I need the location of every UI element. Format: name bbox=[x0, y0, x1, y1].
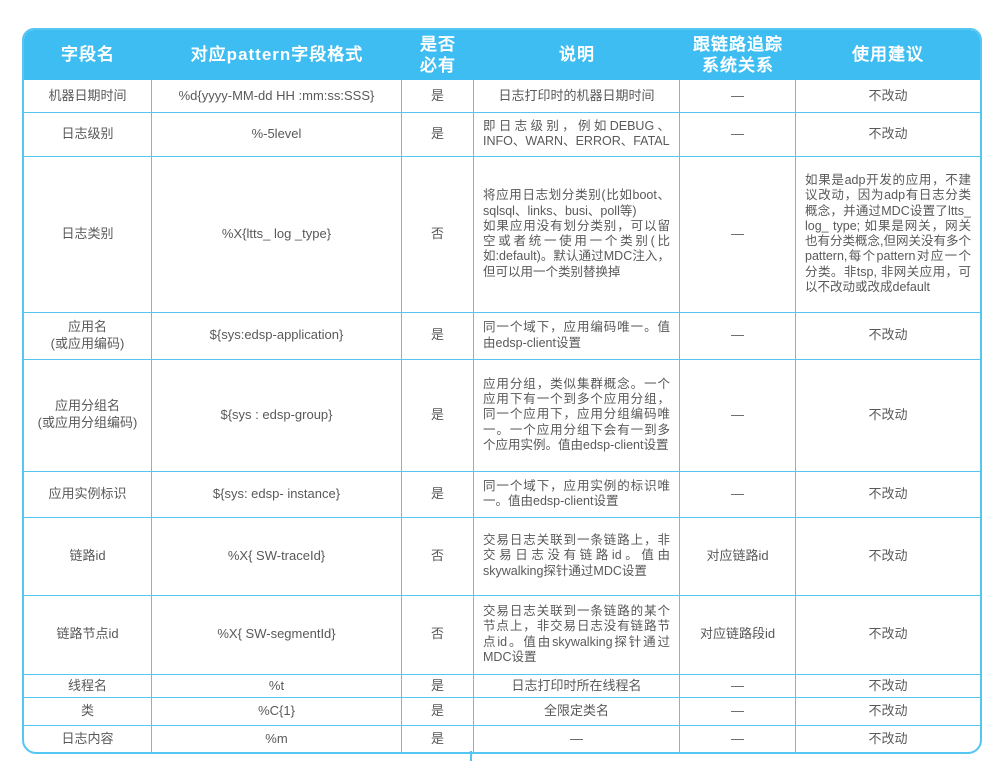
table-cell: 应用分组，类似集群概念。一个应用下有一个到多个应用分组，同一个应用下，应用分组编… bbox=[474, 359, 680, 472]
table-row: 机器日期时间 %d{yyyy-MM-dd HH :mm:ss:SSS} 是日志打印时… bbox=[24, 80, 980, 113]
header-row: 字段名 对应pattern字段格式 是否 必有 说明 跟链路追踪 系统关系 使用建议 bbox=[24, 30, 980, 80]
table-cell: 对应链路id bbox=[680, 517, 796, 596]
table-row: 链路节点id %X{ SW-segmentId} 否交易日志关联到一条链路的某个节点… bbox=[24, 595, 980, 675]
table-cell: 交易日志关联到一条链路的某个节点上，非交易日志没有链路节点id。值由skywal… bbox=[474, 595, 680, 675]
table-row: 链路id %X{ SW-traceId} 否交易日志关联到一条链路上，非交易日志没有… bbox=[24, 517, 980, 596]
table-cell: %X{ SW-segmentId} bbox=[152, 595, 402, 675]
table-cell: — bbox=[680, 156, 796, 313]
table-row: 日志级别 %-5level 是即日志级别，例如DEBUG、INFO、WARN、ERR… bbox=[24, 113, 980, 157]
table-cell: %X{ltts_ log _type} bbox=[152, 156, 402, 313]
table-cell: ${sys: edsp- instance} bbox=[152, 471, 402, 518]
log-pattern-table: 字段名 对应pattern字段格式 是否 必有 说明 跟链路追踪 系统关系 使用建议 机器… bbox=[22, 28, 982, 755]
table-cell: 应用名 (或应用编码) bbox=[24, 312, 152, 360]
table-cell: 否 bbox=[402, 517, 474, 596]
table-cell: %t bbox=[152, 674, 402, 699]
table-cell: 不改动 bbox=[796, 472, 980, 518]
table-cell: 是 bbox=[402, 698, 474, 727]
table-cell: ${sys:edsp-application} bbox=[152, 312, 402, 360]
table-cell: %-5level bbox=[152, 113, 402, 157]
table-row: 日志内容 %m 是 — — 不改动 bbox=[24, 726, 980, 753]
column-header-4: 说明 bbox=[474, 30, 680, 80]
table-cell: 将应用日志划分类别(比如boot、sqlsql、links、busi、poll等… bbox=[474, 156, 680, 313]
table-row: 日志类别 %X{ltts_ log _type} 否将应用日志划分类别(比如boot… bbox=[24, 156, 980, 313]
table-row: 线程名 %t 是日志打印时所在线程名 — 不改动 bbox=[24, 674, 980, 699]
table-cell: 日志内容 bbox=[24, 726, 152, 753]
table-cell: 是 bbox=[402, 726, 474, 753]
table-cell: 不改动 bbox=[796, 596, 980, 675]
table-cell: — bbox=[680, 80, 796, 113]
table-cell: %C{1} bbox=[152, 698, 402, 727]
table-row: 应用分组名 (或应用分组编码) ${sys : edsp-group} 是应用分组，… bbox=[24, 359, 980, 472]
table-cell: — bbox=[680, 113, 796, 157]
table-cell: 日志类别 bbox=[24, 156, 152, 313]
column-header-1: 字段名 bbox=[24, 30, 152, 80]
table-cell: 不改动 bbox=[796, 113, 980, 157]
table-cell: — bbox=[680, 312, 796, 360]
table-cell: 不改动 bbox=[796, 698, 980, 727]
table-cell: 不改动 bbox=[868, 730, 908, 746]
table-cell: 线程名 bbox=[24, 674, 152, 699]
table-cell: %m bbox=[152, 726, 402, 753]
table-cell: %X{ SW-traceId} bbox=[152, 517, 402, 596]
table-cell: 不改动 bbox=[796, 313, 980, 360]
table-cell: 链路节点id bbox=[24, 595, 152, 675]
column-header-5: 跟链路追踪 系统关系 bbox=[680, 30, 796, 80]
table-cell: %d{yyyy-MM-dd HH :mm:ss:SSS} bbox=[152, 80, 402, 113]
table-cell: 即日志级别，例如DEBUG、INFO、WARN、ERROR、FATAL bbox=[474, 113, 680, 157]
table-cell: 是 bbox=[402, 312, 474, 360]
column-header-6: 使用建议 bbox=[796, 30, 980, 80]
table-cell: 是 bbox=[402, 674, 474, 699]
table-cell: 对应链路段id bbox=[680, 595, 796, 675]
table-row: 类 %C{1} 是全限定类名 — 不改动 bbox=[24, 698, 980, 727]
border-stub bbox=[470, 751, 472, 761]
table-cell: 不改动 bbox=[796, 518, 980, 596]
table-cell: — bbox=[680, 674, 796, 699]
table-cell: 是 bbox=[402, 113, 474, 157]
table-cell: ${sys : edsp-group} bbox=[152, 359, 402, 472]
table-cell: 应用分组名 (或应用分组编码) bbox=[24, 359, 152, 472]
table-cell: 机器日期时间 bbox=[24, 80, 152, 113]
table-cell: — bbox=[680, 726, 796, 753]
table-cell: 同一个域下，应用编码唯一。值由edsp-client设置 bbox=[474, 312, 680, 360]
column-header-3: 是否 必有 bbox=[402, 30, 474, 80]
table-cell: 是 bbox=[402, 359, 474, 472]
table-cell: 全限定类名 bbox=[474, 698, 680, 727]
table-cell: 类 bbox=[24, 698, 152, 727]
table-cell: 不改动 bbox=[796, 360, 980, 472]
column-header-2: 对应pattern字段格式 bbox=[152, 30, 402, 80]
table-cell: 不改动 bbox=[796, 80, 980, 113]
table-cell: 日志打印时的机器日期时间 bbox=[474, 80, 680, 113]
table-cell: 应用实例标识 bbox=[24, 471, 152, 518]
table-row: 应用实例标识 ${sys: edsp- instance} 是同一个域下，应用实例的… bbox=[24, 471, 980, 518]
table-cell: 否 bbox=[402, 156, 474, 313]
log-pattern-fields-table: 字段名 对应pattern字段格式 是否 必有 说明 跟链路追踪 系统关系 使用建议 机器… bbox=[24, 30, 980, 753]
table-cell: 是 bbox=[402, 471, 474, 518]
table-cell: 同一个域下，应用实例的标识唯一。值由edsp-client设置 bbox=[474, 471, 680, 518]
table-cell: 日志打印时所在线程名 bbox=[474, 674, 680, 699]
table-cell: 交易日志关联到一条链路上，非交易日志没有链路id。值由skywalking探针通… bbox=[474, 517, 680, 596]
table-cell: 是 bbox=[402, 80, 474, 113]
table-row: 应用名 (或应用编码) ${sys:edsp-application} 是同一个域下… bbox=[24, 312, 980, 360]
table-cell: 否 bbox=[402, 595, 474, 675]
table-header: 字段名 对应pattern字段格式 是否 必有 说明 跟链路追踪 系统关系 使用建议 bbox=[24, 30, 980, 80]
table-cell: — bbox=[680, 471, 796, 518]
table-cell: 链路id bbox=[24, 517, 152, 596]
table-body: 机器日期时间 %d{yyyy-MM-dd HH :mm:ss:SSS} 是日志打印时… bbox=[24, 80, 980, 753]
table-cell: 不改动 bbox=[796, 675, 980, 699]
table-cell: — bbox=[474, 726, 680, 753]
table-cell: 日志级别 bbox=[24, 113, 152, 157]
table-cell: 如果是adp开发的应用，不建议改动，因为adp有日志分类概念，并通过MDC设置了… bbox=[796, 157, 980, 313]
table-cell: — bbox=[680, 359, 796, 472]
table-cell: — bbox=[680, 698, 796, 727]
